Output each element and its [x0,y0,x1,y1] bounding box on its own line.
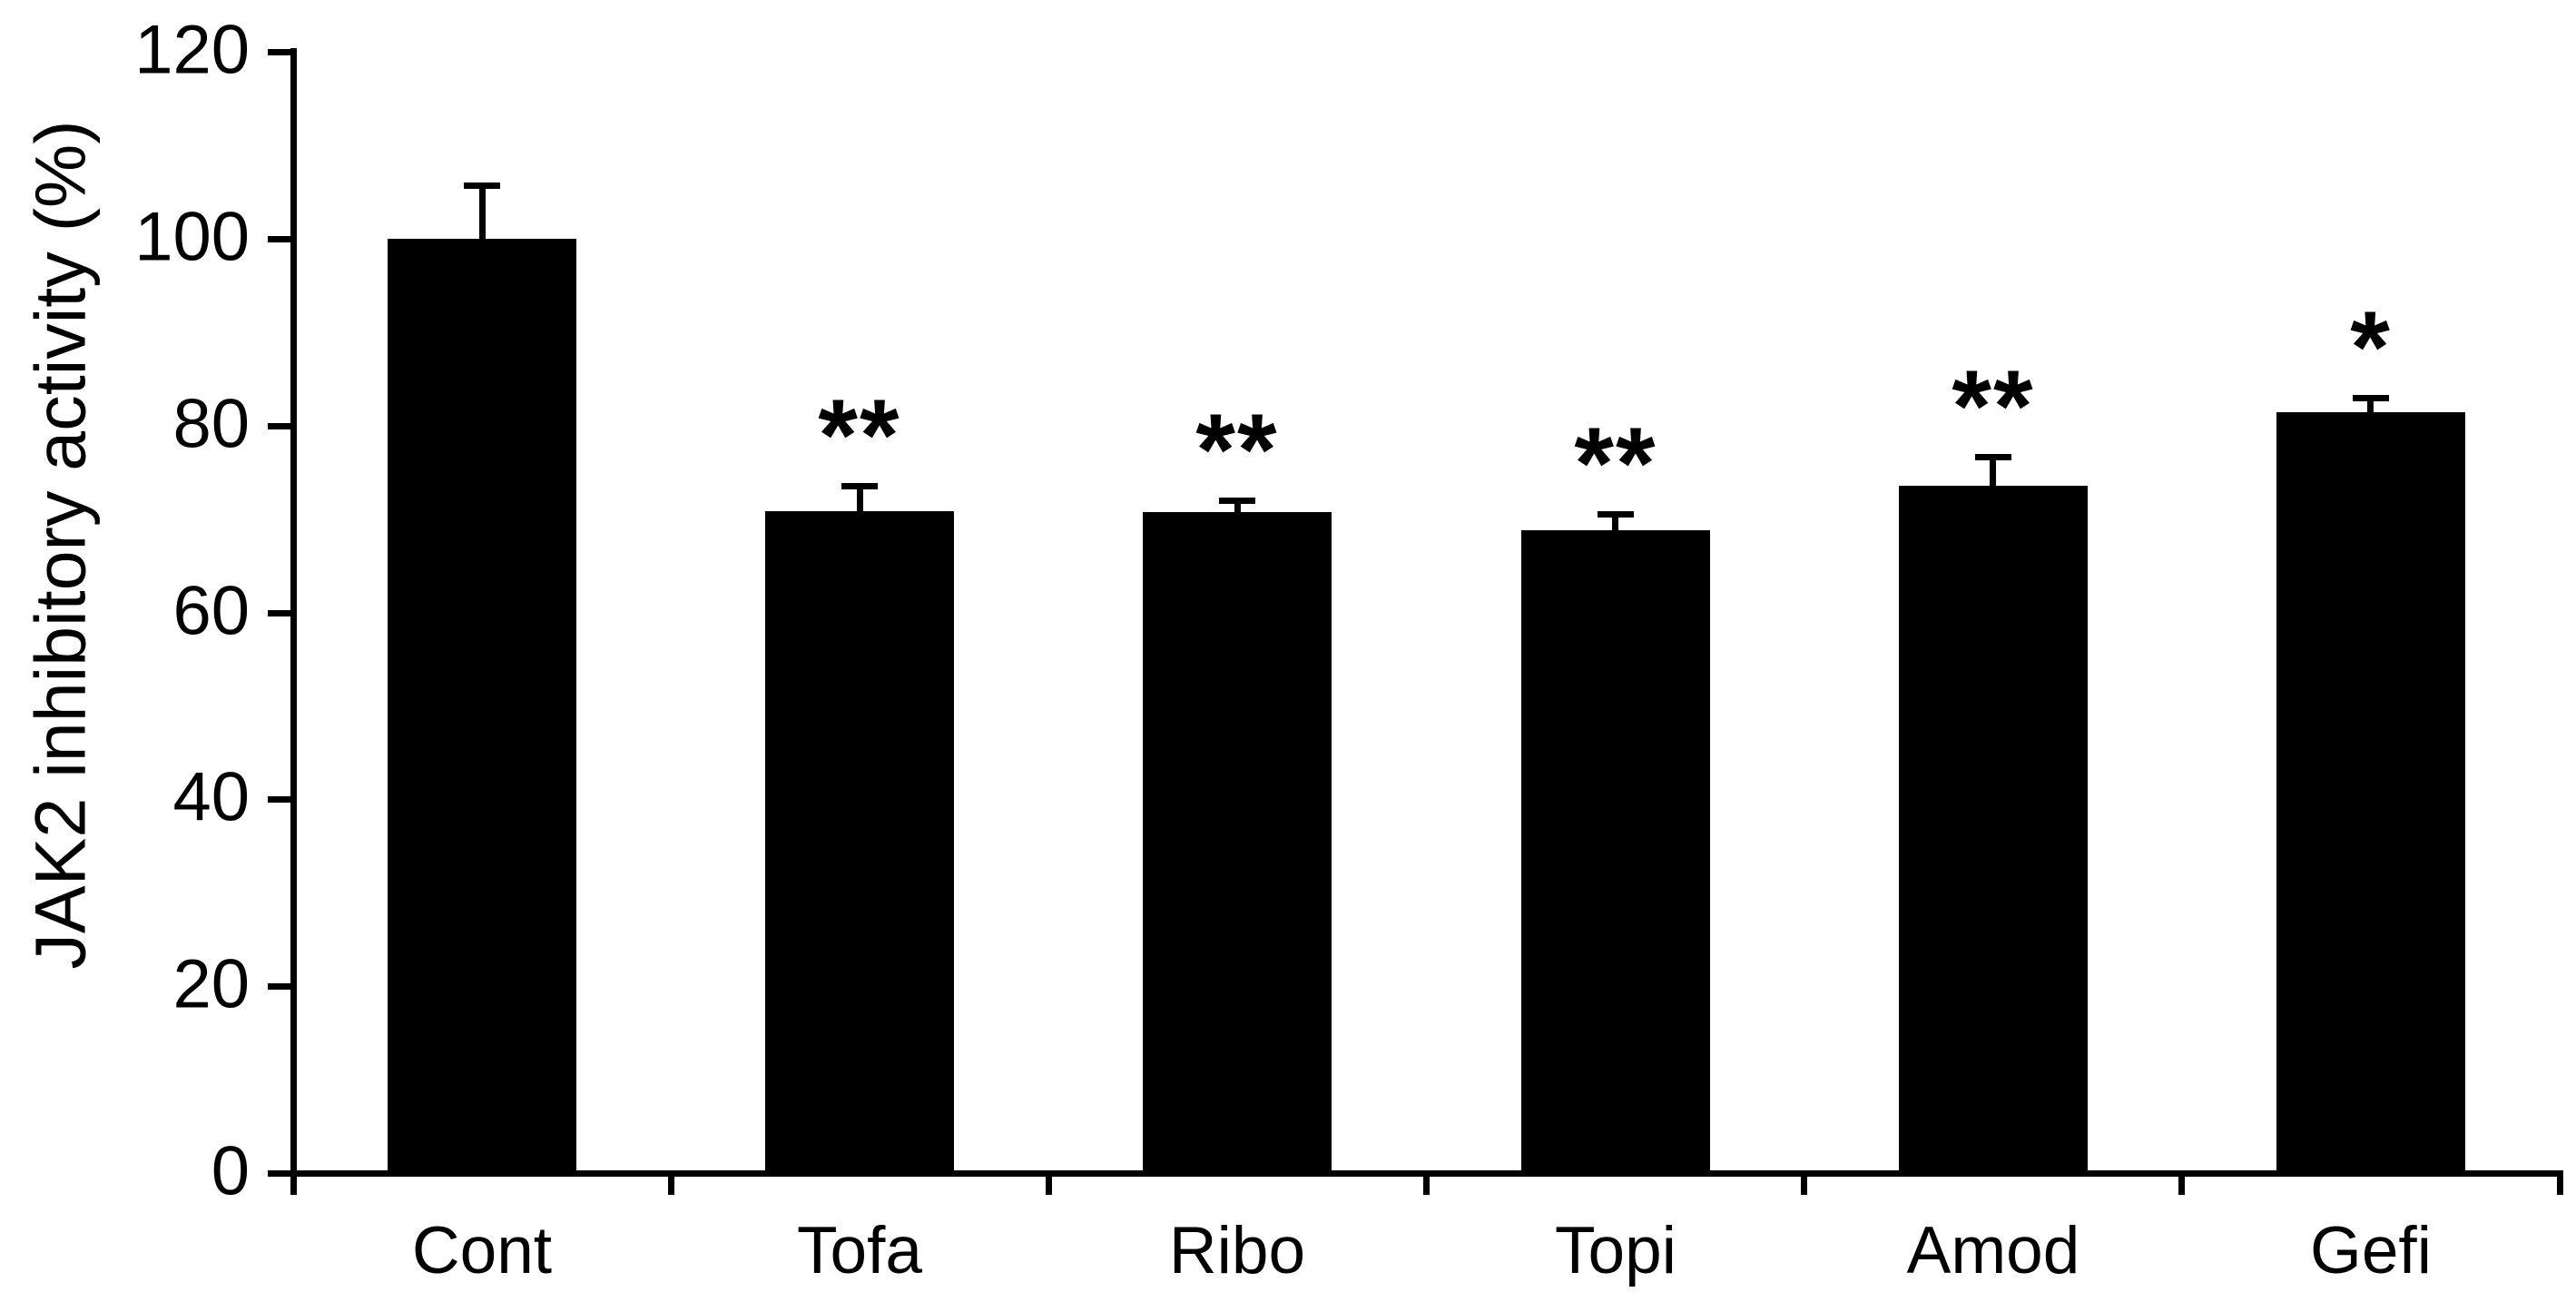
x-tick [1801,1173,1807,1195]
y-tick-label: 80 [172,385,250,463]
x-tick [668,1173,674,1195]
error-bar-stem [1612,514,1618,530]
y-tick-label: 40 [172,758,250,836]
y-tick [268,796,293,803]
y-tick [268,610,293,616]
x-tick [2178,1173,2185,1195]
x-category-label: Topi [1555,1214,1676,1287]
x-category-label: Tofa [797,1214,922,1287]
y-tick-label: 120 [134,11,250,89]
error-bar-stem [1990,457,1996,486]
error-bar-stem [2367,398,2374,412]
x-tick [1046,1173,1052,1195]
x-category-label: Gefi [2310,1214,2432,1287]
error-bar-cap [1219,498,1255,504]
error-bar-cap [2353,395,2389,401]
significance-label: * [2350,291,2392,404]
significance-label: ** [1574,407,1657,520]
bar-ribo [1143,512,1332,1173]
significance-label: ** [1195,393,1279,507]
x-category-label: Ribo [1168,1214,1306,1287]
error-bar-cap [1975,454,2011,460]
x-tick [1423,1173,1430,1195]
y-tick-label: 100 [134,198,250,276]
y-tick-label: 60 [172,572,250,650]
significance-label: ** [1952,350,2035,463]
significance-label: ** [818,379,901,492]
error-bar-cap [841,483,878,489]
x-category-label: Amod [1906,1214,2080,1287]
y-tick [268,49,293,55]
bar-tofa [765,511,954,1173]
bar-amod [1899,486,2088,1173]
y-axis-line [290,48,297,1195]
error-bar-stem [857,486,863,511]
y-tick [268,1170,293,1177]
y-tick [268,236,293,242]
y-tick-label: 20 [172,945,250,1023]
bar-gefi [2276,412,2465,1173]
x-tick [290,1173,297,1195]
x-category-label: Cont [411,1214,553,1287]
bar-topi [1521,530,1710,1173]
y-tick-label: 0 [211,1132,250,1210]
x-tick [2557,1173,2563,1195]
error-bar-stem [479,185,486,239]
bar-cont [388,239,576,1173]
error-bar-cap [464,182,500,189]
error-bar-cap [1598,511,1634,518]
y-tick [268,423,293,429]
y-tick [268,983,293,990]
error-bar-stem [1234,500,1241,512]
